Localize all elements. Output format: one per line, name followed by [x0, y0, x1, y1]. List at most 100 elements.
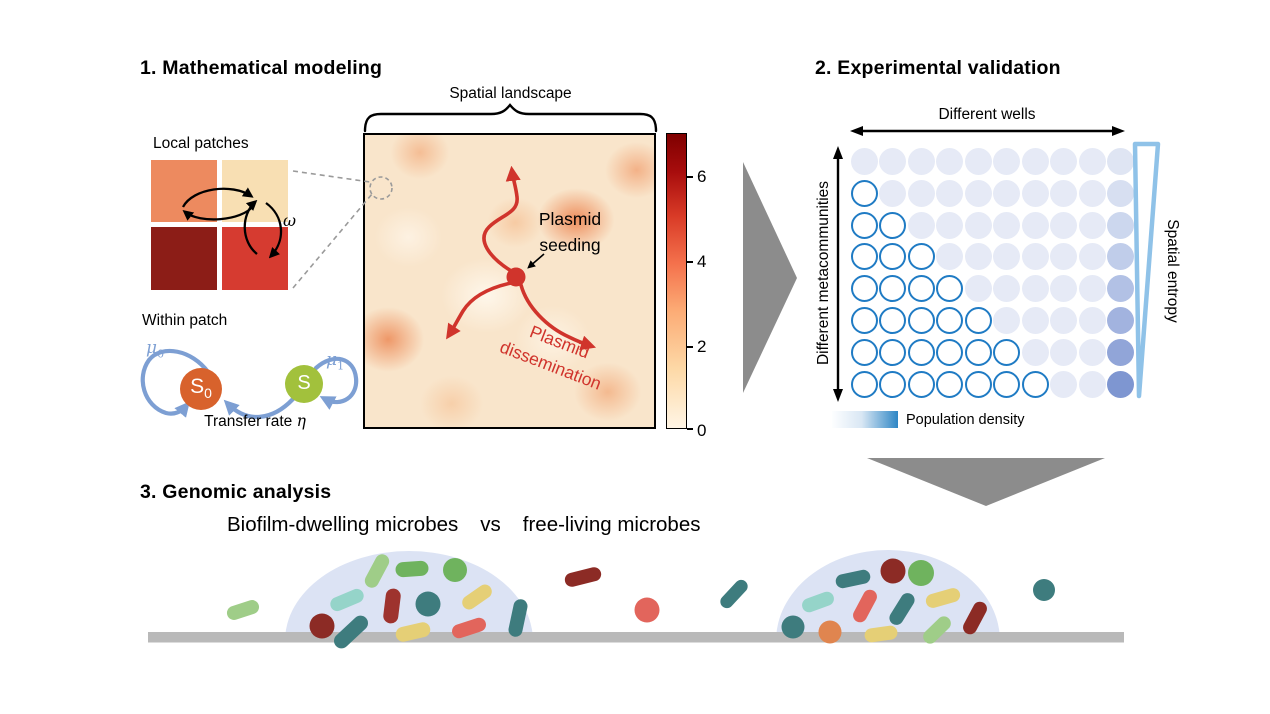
- well-circle: [964, 148, 992, 175]
- well-circle: [907, 370, 935, 398]
- microbes-layer: [226, 554, 1055, 649]
- well-circle: [993, 243, 1021, 271]
- well-circle: [1021, 148, 1049, 175]
- patch-bottom-left: [151, 227, 217, 290]
- well-circle: [879, 307, 907, 334]
- microbe-coccus: [415, 591, 441, 617]
- well-circle: [964, 338, 992, 366]
- different-metacommunities-label: Different metacommunities: [815, 180, 832, 366]
- s0-species-circle: [180, 368, 222, 410]
- colorbar-tick-label: 0: [697, 421, 707, 440]
- s-species-circle: [285, 365, 323, 403]
- plasmid-seeding-label: Plasmid seeding: [538, 209, 602, 255]
- s0-label: S0: [190, 375, 212, 402]
- colorbar-tick: [687, 346, 693, 349]
- heatmap-colorbar: [666, 133, 687, 429]
- well-circle: [851, 275, 878, 303]
- panel2-title: 2. Experimental validation: [815, 57, 1061, 79]
- well-circle: [993, 370, 1021, 398]
- well-circle: [851, 370, 878, 398]
- microbe-rod: [802, 591, 834, 613]
- well-circle: [964, 307, 992, 334]
- well-circle: [907, 148, 935, 175]
- microbe-rod: [383, 588, 401, 624]
- well-circle: [936, 275, 964, 303]
- well-circle: [907, 307, 935, 334]
- patch-migration-arrows: [181, 187, 283, 259]
- microbe-coccus: [818, 620, 842, 644]
- well-circle: [964, 211, 992, 239]
- dashed-line: [292, 193, 373, 289]
- well-circle: [879, 211, 907, 239]
- well-circle: [1021, 275, 1049, 303]
- well-circle: [907, 275, 935, 303]
- microbe-coccus: [880, 558, 906, 584]
- well-circle: [993, 338, 1021, 366]
- well-circle: [1050, 338, 1078, 366]
- colorbar-tick-label: 6: [697, 167, 707, 186]
- colorbar-tick: [687, 261, 693, 264]
- vs-label: vs: [480, 513, 501, 536]
- well-circle: [1050, 179, 1078, 207]
- microbe-rod: [963, 601, 987, 635]
- microbe-coccus: [443, 558, 467, 582]
- colorbar-tick: [687, 428, 693, 431]
- well-circle: [936, 370, 964, 398]
- well-circle: [1021, 243, 1049, 271]
- cycle-arrow-icon: [265, 202, 283, 259]
- well-circle: [1021, 179, 1049, 207]
- well-circle: [1050, 243, 1078, 271]
- well-circle: [879, 179, 907, 207]
- colorbar-tick-label: 4: [697, 252, 707, 271]
- well-circle: [1107, 338, 1135, 366]
- microbe-rod: [564, 567, 602, 587]
- well-circle: [1050, 148, 1078, 175]
- well-circle: [936, 148, 964, 175]
- mu0-growth-loop: [140, 349, 211, 418]
- microbe-rod: [462, 584, 492, 610]
- microbe-rod: [395, 560, 429, 578]
- dissemination-arrow-up: [482, 165, 521, 276]
- microbe-coccus: [634, 597, 660, 623]
- microbe-rod: [364, 554, 390, 588]
- mu1-growth-loop: [313, 356, 359, 410]
- well-circle: [1078, 275, 1106, 303]
- well-circle: [936, 179, 964, 207]
- well-circle: [993, 211, 1021, 239]
- well-circle: [1078, 307, 1106, 334]
- well-circle: [936, 211, 964, 239]
- well-circle: [907, 243, 935, 271]
- well-circle: [1078, 211, 1106, 239]
- colorbar-tick-label: 2: [697, 337, 707, 356]
- well-circle: [1107, 243, 1135, 271]
- well-circle: [1050, 211, 1078, 239]
- well-circle: [964, 275, 992, 303]
- dashed-zoom-circle: [369, 176, 393, 200]
- well-circle: [993, 179, 1021, 207]
- panel3-title: 3. Genomic analysis: [140, 481, 332, 503]
- well-circle: [879, 338, 907, 366]
- well-circle: [964, 179, 992, 207]
- well-circle: [907, 179, 935, 207]
- local-patches-label: Local patches: [153, 135, 249, 152]
- well-circle: [851, 243, 878, 271]
- zoom-connector: [292, 170, 393, 289]
- well-circle: [993, 148, 1021, 175]
- well-circle: [879, 370, 907, 398]
- well-circle: [1107, 370, 1135, 398]
- well-circle: [936, 307, 964, 334]
- well-circle: [1021, 211, 1049, 239]
- flow-arrow-down-icon: [867, 458, 1105, 506]
- cycle-arrow-icon: [243, 199, 258, 255]
- microbe-rod: [452, 617, 486, 639]
- biofilm-scene: [148, 550, 1124, 649]
- microbe-rod: [395, 622, 431, 642]
- comparison-subtitle: Biofilm-dwelling microbes vs free-living…: [227, 513, 701, 537]
- well-circle: [851, 179, 878, 207]
- well-circle: [879, 275, 907, 303]
- spatial-entropy-label: Spatial entropy: [1164, 219, 1181, 323]
- free-living-microbes-label: free-living microbes: [522, 513, 701, 536]
- plasmid-seeding-dot: [506, 267, 526, 287]
- well-circle: [964, 243, 992, 271]
